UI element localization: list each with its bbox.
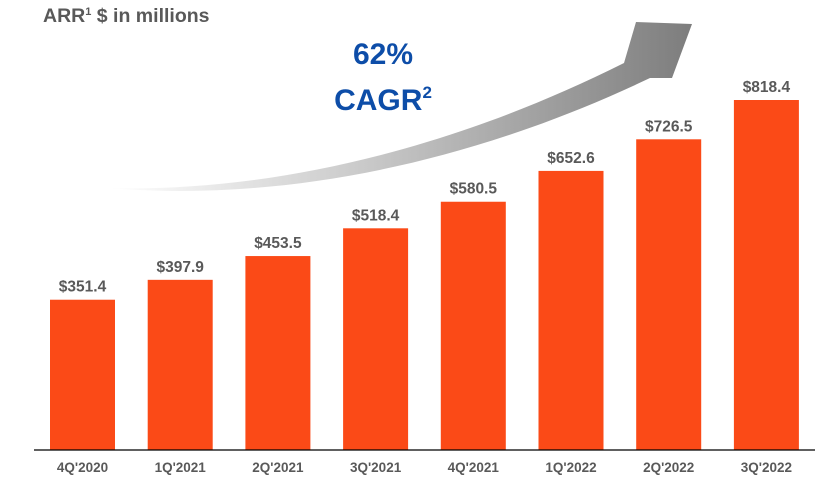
x-tick-label: 3Q'2022 <box>741 460 792 475</box>
data-label: $397.9 <box>156 259 204 276</box>
cagr-footnote-marker: 2 <box>422 83 432 102</box>
cagr-label-line: CAGR2 <box>300 74 466 120</box>
x-tick-label: 1Q'2021 <box>155 460 207 475</box>
bar-1Q'2022 <box>538 170 604 450</box>
cagr-value: 62% <box>352 38 414 71</box>
data-label: $818.4 <box>743 79 791 96</box>
growth-arrow-icon <box>108 22 692 191</box>
x-tick-label: 4Q'2021 <box>448 460 500 475</box>
data-label: $652.6 <box>547 150 595 167</box>
bar-4Q'2021 <box>440 201 506 450</box>
title-footnote-marker: 1 <box>85 6 92 18</box>
x-tick-label: 4Q'2020 <box>57 460 108 475</box>
x-tick-label: 3Q'2021 <box>350 460 402 475</box>
x-tick-label: 1Q'2022 <box>545 460 596 475</box>
bar-2Q'2022 <box>636 139 702 450</box>
bar-3Q'2021 <box>343 228 409 450</box>
bar-3Q'2022 <box>733 100 799 450</box>
chart-title: ARR1 $ in millions <box>43 5 209 28</box>
cagr-annotation: 62% CAGR2 <box>300 36 466 120</box>
bars-group: $351.4 4Q'2020 $397.9 1Q'2021 $453.5 2Q'2021 $… <box>50 79 799 475</box>
chart-title-text: ARR <box>43 5 86 27</box>
bar-2Q'2021 <box>245 256 311 450</box>
data-label: $453.5 <box>254 235 302 252</box>
data-label: $518.4 <box>352 207 400 224</box>
x-tick-label: 2Q'2022 <box>643 460 694 475</box>
bar-1Q'2021 <box>147 279 213 450</box>
bar-4Q'2020 <box>50 299 115 450</box>
x-tick-label: 2Q'2021 <box>252 460 304 475</box>
data-label: $351.4 <box>59 279 107 296</box>
cagr-label: CAGR <box>334 84 423 117</box>
data-label: $726.5 <box>645 118 693 135</box>
data-label: $580.5 <box>450 181 498 198</box>
chart-subtitle: $ in millions <box>96 5 210 27</box>
